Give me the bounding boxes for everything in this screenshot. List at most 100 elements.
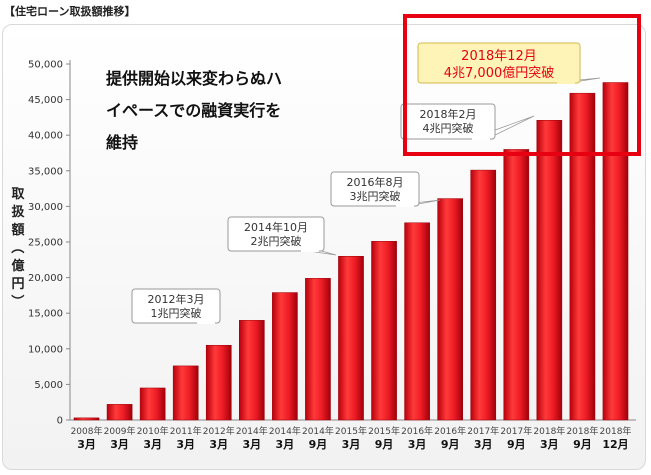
bar — [536, 119, 563, 421]
callout-box — [330, 171, 420, 207]
headline-line: イペースでの融資実行を — [106, 101, 281, 120]
y-tick-label: 40,000 — [28, 131, 63, 142]
x-tick-month: 9月 — [441, 438, 460, 451]
y-axis-label: 取扱額 （ 億円 ） — [9, 187, 25, 308]
y-axis-label-char: 億 — [11, 258, 24, 274]
x-tick-year: 2015年 — [335, 425, 367, 437]
callout-text: 2016年8月 — [347, 175, 404, 189]
x-tick-year: 2018年 — [600, 425, 632, 437]
x-tick-year: 2018年 — [533, 425, 565, 437]
x-tick-month: 3月 — [110, 438, 129, 451]
x-tick-month: 3月 — [176, 438, 195, 451]
chart-bars — [73, 82, 629, 421]
bar — [503, 149, 530, 421]
y-tick-label: 5,000 — [34, 380, 63, 391]
headline-line: 維持 — [106, 133, 138, 152]
y-axis-label-char: （ — [9, 240, 25, 253]
y-tick-label: 20,000 — [28, 273, 63, 284]
bar — [569, 92, 596, 421]
callout-text: 1兆円突破 — [151, 306, 202, 320]
x-tick-year: 2017年 — [467, 425, 499, 437]
x-tick-year: 2017年 — [500, 425, 532, 437]
y-axis-label-char: 扱 — [11, 204, 25, 220]
y-tick-label: 30,000 — [28, 202, 63, 213]
callout-text: 4兆7,000億円突破 — [444, 65, 555, 81]
x-tick-year: 2018年 — [566, 425, 598, 437]
bar — [470, 169, 497, 421]
x-tick-year: 2014年 — [269, 425, 301, 437]
x-tick-month: 3月 — [540, 438, 559, 451]
callout-text: 2014年10月 — [244, 220, 308, 234]
x-tick-month: 9月 — [573, 438, 592, 451]
bar — [437, 198, 463, 421]
chart-axes: 0 5,000 10,000 15,000 20,000 25,000 30,000 35,0… — [28, 60, 636, 427]
y-tick-label: 15,000 — [28, 309, 63, 320]
bar — [404, 222, 430, 421]
bar — [106, 404, 133, 421]
x-tick-month: 3月 — [342, 438, 361, 451]
bar — [172, 365, 199, 421]
bar — [205, 344, 232, 421]
x-tick-year: 2009年 — [104, 425, 136, 437]
x-tick-year: 2014年 — [302, 425, 334, 437]
callout-text: 2018年12月 — [461, 49, 537, 64]
x-tick-year: 2016年 — [434, 425, 466, 437]
bar — [272, 292, 298, 421]
callout-join — [301, 249, 319, 252]
y-axis-label-char: 取 — [11, 187, 25, 202]
callout-box — [417, 42, 581, 84]
x-tick-year: 2014年 — [236, 425, 268, 437]
x-tick-month: 3月 — [408, 438, 427, 451]
bar — [139, 387, 166, 421]
x-tick-month: 3月 — [474, 438, 493, 451]
x-tick-month: 3月 — [276, 438, 295, 451]
callout-join — [557, 81, 575, 84]
x-tick-month: 3月 — [77, 438, 96, 451]
x-tick-year: 2011年 — [170, 425, 202, 437]
x-tick-year: 2012年 — [203, 425, 235, 437]
y-tick-label: 45,000 — [28, 95, 63, 106]
x-tick-year: 2015年 — [368, 425, 400, 437]
bar — [602, 82, 629, 421]
bar — [305, 278, 331, 421]
callouts: 2012年3月1兆円突破2014年10月2兆円突破2016年8月3兆円突破201… — [131, 14, 641, 324]
bar — [73, 417, 100, 421]
y-tick-label: 50,000 — [28, 60, 63, 71]
y-tick-label: 10,000 — [28, 344, 63, 355]
y-tick-label: 0 — [57, 416, 63, 427]
headline-line: 提供開始以来変わらぬハ — [106, 69, 282, 88]
x-tick-month: 3月 — [143, 438, 162, 451]
callout-text: 4兆円突破 — [423, 121, 474, 135]
callout-box — [400, 103, 496, 140]
y-tick-label: 35,000 — [28, 166, 63, 177]
bar — [371, 241, 397, 421]
callout-box — [227, 216, 325, 252]
x-tick-year: 2008年 — [71, 425, 103, 437]
callout-text: 3兆円突破 — [350, 189, 401, 203]
x-tick-month: 9月 — [375, 438, 394, 451]
y-axis-label-char: ） — [9, 294, 25, 307]
callout-join — [472, 137, 490, 140]
x-axis-labels: 2008年3月2009年3月2010年3月2011年3月2012年3月2014年… — [71, 425, 632, 451]
x-tick-month: 9月 — [507, 438, 526, 451]
x-tick-year: 2010年 — [137, 425, 169, 437]
x-tick-month: 3月 — [209, 438, 228, 451]
callout-box — [131, 288, 221, 324]
highlight-frame — [403, 14, 641, 156]
y-axis-label-char: 円 — [11, 277, 24, 292]
callout-join — [197, 321, 215, 324]
callout-join — [396, 204, 414, 207]
y-axis-label-char: 額 — [10, 222, 24, 238]
page-title: 【住宅ローン取扱額推移】 — [4, 5, 136, 18]
callout-text: 2兆円突破 — [251, 234, 302, 248]
x-tick-month: 12月 — [602, 438, 628, 451]
callout-text: 2012年3月 — [148, 292, 205, 306]
callout-text: 2018年2月 — [420, 107, 477, 121]
